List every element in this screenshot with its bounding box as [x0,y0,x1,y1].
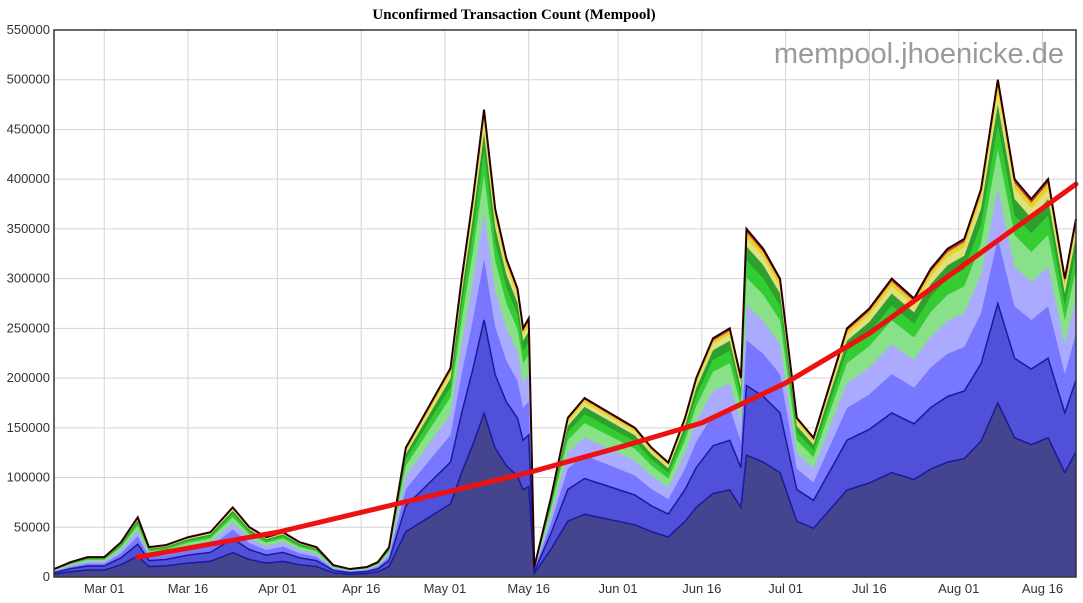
x-tick-label: Jun 16 [682,581,721,596]
area-band [54,402,1076,577]
x-tick-label: Apr 16 [342,581,380,596]
x-tick-label: Aug 01 [938,581,979,596]
x-tick-label: Jul 16 [852,581,887,596]
total-line-layer [53,79,1077,571]
band-boundary-line [53,300,1077,574]
band-boundary-line [53,401,1077,576]
total-count-line [53,79,1077,571]
y-tick-label: 100000 [7,470,50,485]
y-tick-label: 400000 [7,171,50,186]
y-tick-label: 450000 [7,121,50,136]
x-tick-label: Jul 01 [768,581,803,596]
y-tick-label: 150000 [7,420,50,435]
chart-title: Unconfirmed Transaction Count (Mempool) [372,7,655,23]
x-tick-label: May 16 [507,581,550,596]
y-tick-label: 550000 [7,22,50,37]
y-tick-label: 50000 [14,519,50,534]
watermark-text: mempool.jhoenicke.de [774,38,1064,70]
y-tick-label: 200000 [7,370,50,385]
y-tick-label: 0 [43,569,50,584]
x-tick-label: Aug 16 [1022,581,1063,596]
x-tick-label: Mar 01 [84,581,124,596]
y-tick-label: 500000 [7,72,50,87]
x-tick-label: Mar 16 [168,581,208,596]
trend-line-layer [135,181,1079,560]
y-tick-label: 300000 [7,271,50,286]
area-band [54,303,1076,577]
y-tick-label: 350000 [7,221,50,236]
y-axis-ticks: 0 50000 100000 150000 200000 250000 300000 3500… [7,22,50,584]
x-tick-label: Apr 01 [258,581,296,596]
x-tick-label: May 01 [424,581,467,596]
stacked-area-layer [53,79,1077,578]
x-tick-label: Jun 01 [599,581,638,596]
y-tick-label: 250000 [7,320,50,335]
plot-frame [53,29,1077,578]
x-axis-ticks: Mar 01 Mar 16 Apr 01 Apr 16 May 01 May 16 Jun … [84,581,1063,596]
trend-line [135,181,1079,560]
